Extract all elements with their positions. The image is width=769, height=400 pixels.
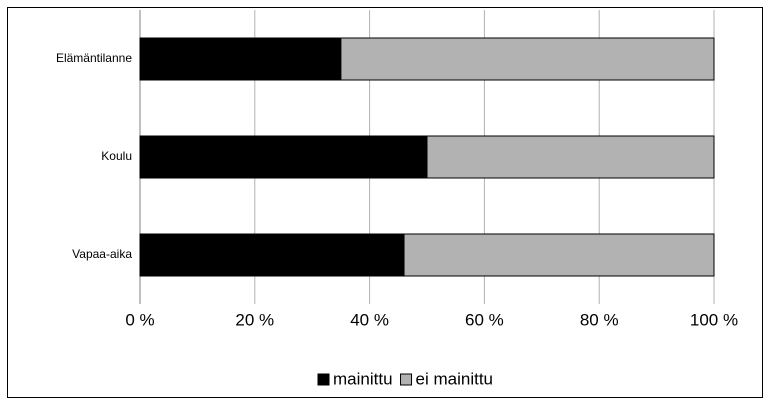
bar-segment <box>426 135 715 179</box>
x-tick-label: 0 % <box>125 310 154 329</box>
x-tick-label: 60 % <box>465 310 504 329</box>
x-tick-label: 80 % <box>580 310 619 329</box>
legend-label: mainittu <box>333 369 393 388</box>
x-tick-label: 20 % <box>235 310 274 329</box>
x-tick-label: 40 % <box>350 310 389 329</box>
bar-segment <box>403 233 715 277</box>
y-tick-label: Koulu <box>101 149 132 163</box>
x-tick-label: 100 % <box>690 310 738 329</box>
bar-segment <box>139 233 405 277</box>
bar-segment <box>139 37 342 81</box>
y-tick-label: Vapaa-aika <box>72 247 132 261</box>
legend-label: ei mainittu <box>416 369 493 388</box>
y-tick-label: Elämäntilanne <box>56 51 132 65</box>
bar-segment <box>340 37 715 81</box>
bar-segment <box>139 135 428 179</box>
legend-swatch <box>400 373 413 386</box>
legend-swatch <box>317 373 330 386</box>
